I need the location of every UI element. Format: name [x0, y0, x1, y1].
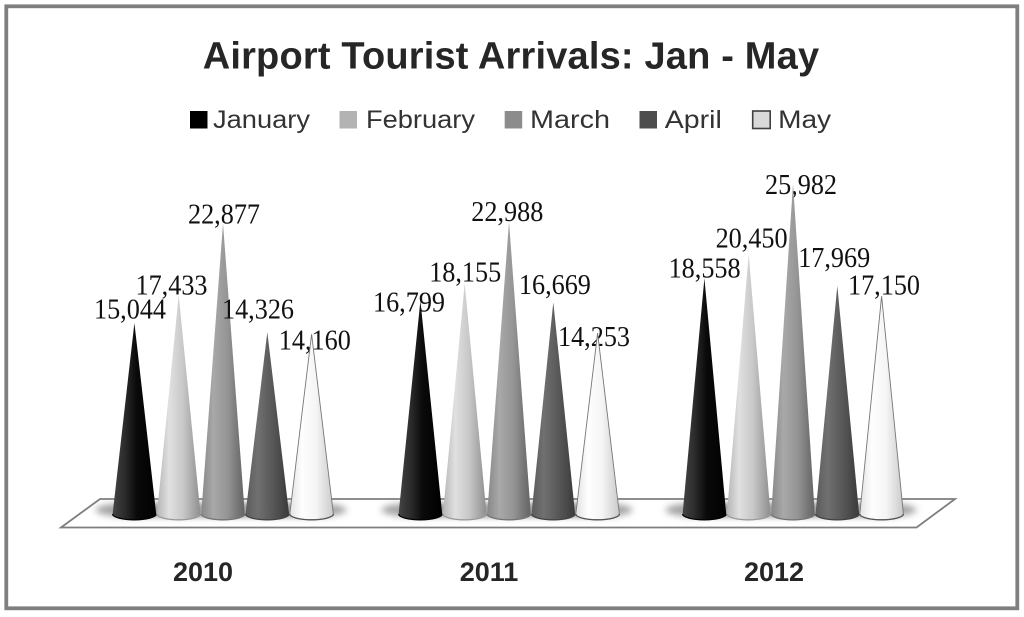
svg-text:14,253: 14,253 [558, 322, 630, 353]
svg-text:17,150: 17,150 [848, 271, 920, 302]
svg-text:14,160: 14,160 [279, 325, 351, 356]
svg-text:March: March [530, 106, 610, 134]
svg-text:15,044: 15,044 [94, 295, 166, 326]
svg-text:Airport Tourist Arrivals: Jan: Airport Tourist Arrivals: Jan - May [203, 36, 820, 78]
svg-text:18,155: 18,155 [429, 257, 501, 288]
svg-text:22,988: 22,988 [471, 197, 543, 228]
svg-text:22,877: 22,877 [188, 199, 260, 230]
svg-text:2010: 2010 [173, 557, 233, 587]
svg-text:January: January [213, 106, 311, 134]
svg-text:16,799: 16,799 [373, 287, 445, 318]
svg-text:2012: 2012 [744, 557, 804, 587]
svg-text:May: May [778, 106, 832, 134]
svg-text:February: February [366, 106, 476, 134]
svg-text:2011: 2011 [460, 557, 519, 587]
svg-text:17,433: 17,433 [136, 271, 208, 302]
svg-text:18,558: 18,558 [669, 254, 741, 285]
svg-text:25,982: 25,982 [765, 170, 837, 201]
svg-text:14,326: 14,326 [222, 295, 294, 326]
svg-text:April: April [665, 106, 722, 134]
svg-text:17,969: 17,969 [798, 243, 870, 274]
svg-text:16,669: 16,669 [519, 270, 591, 301]
svg-text:20,450: 20,450 [716, 224, 788, 255]
